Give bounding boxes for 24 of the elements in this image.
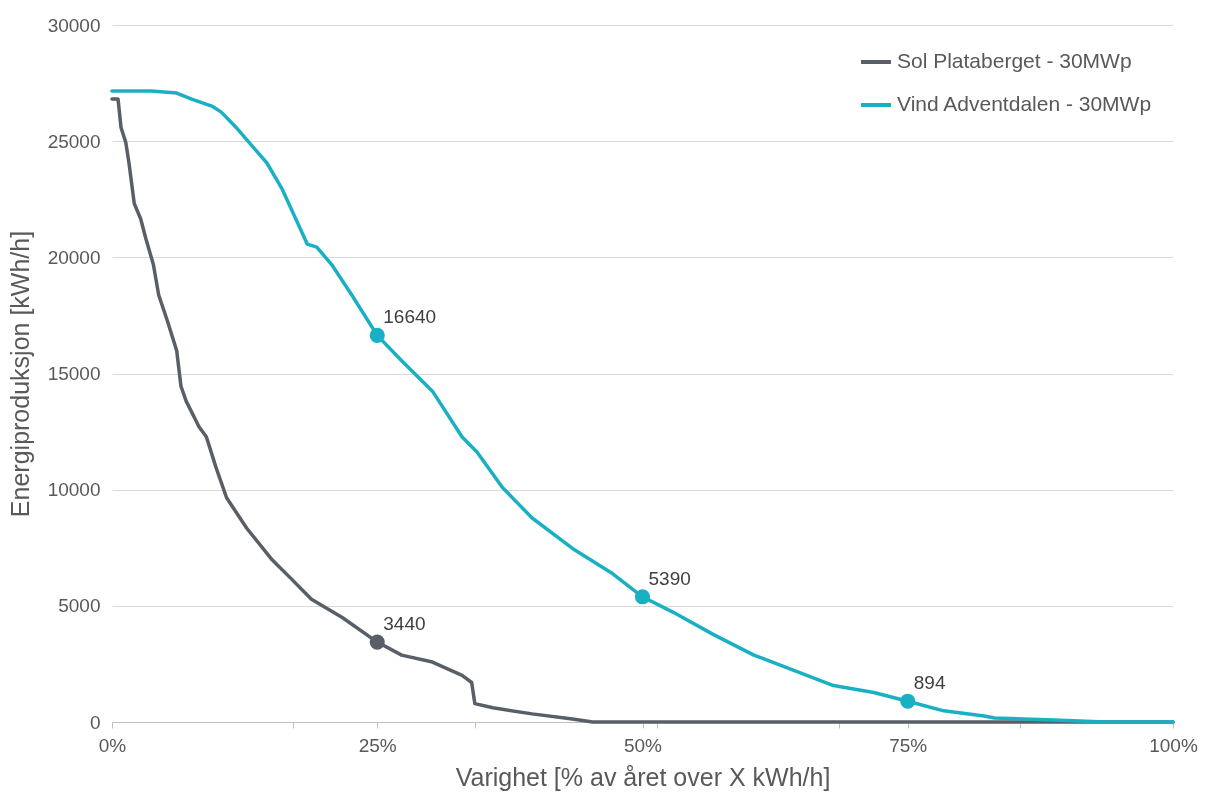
x-tick-label: 0%: [98, 734, 127, 756]
point: [634, 589, 651, 605]
x-tick-label: 75%: [889, 734, 928, 756]
x-tick-label: 25%: [358, 734, 397, 756]
data-label: 16640: [383, 306, 437, 328]
point: [369, 634, 385, 650]
x-axis-title: Varighet [% av året over X kWh/h]: [455, 762, 831, 791]
data-label: 894: [913, 672, 946, 694]
y-tick-label: 15000: [47, 363, 101, 384]
point: [900, 693, 916, 709]
y-tick-label: 0: [89, 711, 101, 733]
data-label: 5390: [648, 567, 691, 589]
x-tick-label: 100%: [1149, 734, 1198, 756]
legend-label: Sol Plataberget - 30MWp: [897, 49, 1132, 72]
y-tick-label: 5000: [58, 595, 101, 617]
y-tick-label: 25000: [47, 130, 101, 152]
data-label: 3440: [383, 613, 426, 635]
legend-label: Vind Adventdalen - 30MWp: [897, 92, 1152, 115]
y-tick-label: 30000: [47, 14, 101, 36]
y-axis-title: Energiproduksjon [kWh/h]: [5, 230, 34, 518]
point: [369, 327, 385, 343]
x-tick-label: 50%: [623, 734, 663, 756]
y-tick-label: 10000: [47, 479, 101, 501]
y-tick-label: 20000: [47, 246, 101, 268]
